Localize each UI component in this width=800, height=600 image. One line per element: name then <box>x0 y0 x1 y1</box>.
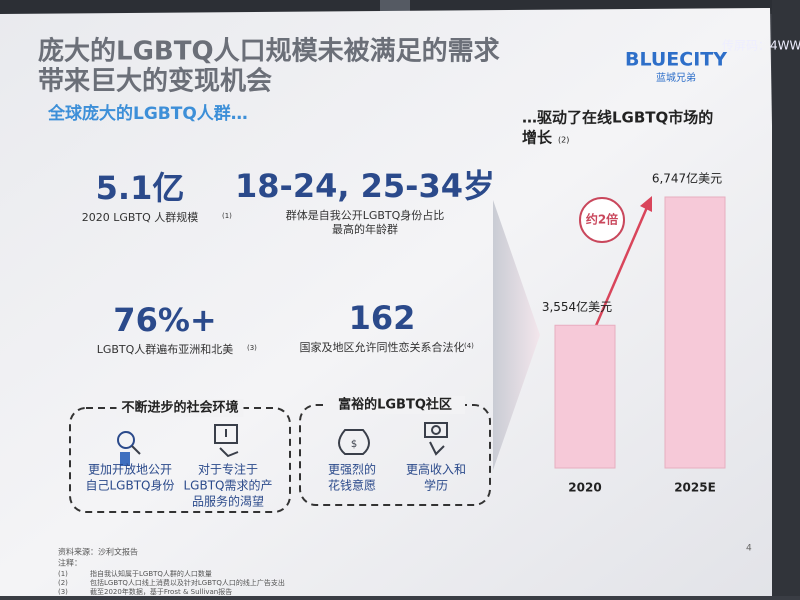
notes-label: 注释： <box>58 558 82 568</box>
note-num: (1) <box>58 570 68 578</box>
stat-note: (1) <box>222 212 232 220</box>
svg-text:$: $ <box>351 439 357 450</box>
page-number: 4 <box>746 544 752 554</box>
growth-arrow <box>593 204 650 329</box>
note-text: 包括LGBTQ人口线上消费以及针对LGBTQ人口的线上广告支出 <box>90 578 285 587</box>
camera-notch <box>380 0 410 12</box>
group-title: 不断进步的社会环境 <box>121 400 238 416</box>
stat-value: 18-24, 25-34岁 <box>235 167 495 205</box>
stat-label: LGBTQ人群遍布亚洲和北美 <box>97 342 234 356</box>
chart-title: …驱动了在线LGBTQ市场的 <box>522 109 713 127</box>
subtitle: 全球庞大的LGBTQ人群… <box>47 103 248 124</box>
growth-arrow-head <box>640 196 652 212</box>
group-item: 更高收入和 <box>406 462 466 477</box>
chart-title: 增长 <box>522 129 553 147</box>
group-item: 花钱意愿 <box>328 478 376 493</box>
screen-edge <box>772 0 800 596</box>
source: 资料来源：沙利文报告 <box>58 547 138 557</box>
value-label: 3,554亿美元 <box>542 299 612 314</box>
title-bg <box>116 399 244 417</box>
group-item: 更强烈的 <box>328 462 376 477</box>
x-tick-label: 2020 <box>568 481 601 495</box>
value-label: 6,747亿美元 <box>652 171 722 186</box>
note-text: 截至2020年数据，基于Frost & Sullivan报告 <box>90 587 232 596</box>
title: 庞大的LGBTQ人口规模未被满足的需求 <box>38 36 500 67</box>
bar <box>554 324 616 469</box>
note-num: (2) <box>58 579 68 587</box>
watermark: 传屏码：4WW <box>722 38 800 53</box>
group-title: 富裕的LGBTQ社区 <box>338 397 452 413</box>
stat-note: (4) <box>464 342 474 350</box>
ratio-badge <box>579 197 625 243</box>
chart-title-note: (2) <box>558 136 569 145</box>
group-box <box>69 407 291 513</box>
stat-value: 76%+ <box>113 301 216 339</box>
title-bg <box>325 396 465 414</box>
group-item: 对于专注于 <box>198 462 258 477</box>
stat-label: 群体是自我公开LGBTQ身份占比 <box>286 208 445 222</box>
stat-value: 5.1亿 <box>96 169 185 207</box>
group-item: 学历 <box>424 478 448 493</box>
stat-label: 2020 LGBTQ 人群规模 <box>82 210 199 224</box>
logo-sub: 蓝城兄弟 <box>656 72 696 84</box>
group-item: 更加开放地公开 <box>88 462 172 477</box>
stat-label: 最高的年龄群 <box>332 222 398 236</box>
bar <box>664 196 726 469</box>
group-item: 品服务的渴望 <box>192 494 264 509</box>
title: 带来巨大的变现机会 <box>38 66 272 97</box>
annotation: 约2倍 <box>586 212 618 227</box>
icons: $ <box>117 422 448 466</box>
arrow-shape <box>493 200 540 470</box>
stat-note: (3) <box>247 344 257 352</box>
note-text: 指自我认知属于LGBTQ人群的人口数量 <box>90 569 212 578</box>
stat-label: 国家及地区允许同性恋关系合法化 <box>300 340 465 354</box>
note-num: (3) <box>58 588 68 596</box>
x-tick-label: 2025E <box>674 481 716 495</box>
logo: BLUECITY <box>625 49 727 71</box>
group-item: 自己LGBTQ身份 <box>86 478 175 493</box>
group-item: LGBTQ需求的产 <box>184 478 273 493</box>
stat-value: 162 <box>349 299 416 337</box>
